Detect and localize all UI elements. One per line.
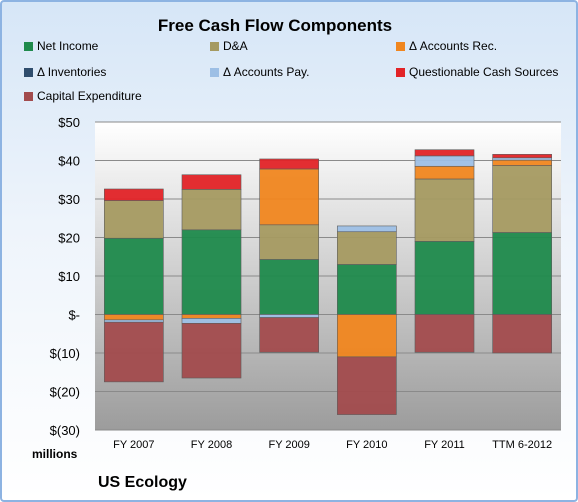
bar-segment xyxy=(104,237,164,315)
bar-segment xyxy=(414,165,475,180)
y-tick-label: $- xyxy=(68,308,80,323)
x-tick-label: FY 2008 xyxy=(191,439,232,451)
bar-segment xyxy=(414,178,475,242)
x-tick-label: FY 2009 xyxy=(268,439,309,451)
y-tick-label: $(30) xyxy=(50,423,80,438)
bar-segment xyxy=(104,200,164,239)
bar-segment xyxy=(492,314,552,354)
legend-swatch xyxy=(24,68,33,77)
bar-segment xyxy=(492,157,552,161)
y-tick-label: $30 xyxy=(58,192,80,207)
bar-segment xyxy=(181,314,242,319)
bar-segment xyxy=(181,318,242,324)
legend-item-accounts-pay: Δ Accounts Pay. xyxy=(210,65,310,79)
bar-segment xyxy=(337,314,397,358)
legend-swatch xyxy=(24,42,33,51)
x-tick-label: FY 2007 xyxy=(113,439,154,451)
bar-segment xyxy=(492,165,552,233)
bar-segment xyxy=(181,323,242,379)
bar-segment xyxy=(259,317,319,353)
legend-swatch xyxy=(396,42,405,51)
y-tick-label: $(20) xyxy=(50,385,80,400)
bar-segment xyxy=(104,314,164,321)
bar-segment xyxy=(104,319,164,323)
bar-segment xyxy=(337,231,397,265)
bar-segment xyxy=(414,149,475,157)
gridlines xyxy=(95,121,561,431)
legend-swatch xyxy=(210,68,219,77)
bar-segment xyxy=(259,224,319,260)
chart-title: Free Cash Flow Components xyxy=(157,16,393,35)
legend-item-questionable-cash: Questionable Cash Sources xyxy=(396,65,558,79)
bar-segment xyxy=(181,189,242,231)
legend-label: Net Income xyxy=(37,39,99,53)
legend-swatch xyxy=(24,92,33,101)
company-name: US Ecology xyxy=(98,474,187,491)
chart-legend: Net Income D&A Δ Accounts Rec. Δ Invento… xyxy=(24,39,574,109)
legend-label: D&A xyxy=(223,39,248,53)
legend-label: Δ Accounts Rec. xyxy=(409,39,498,53)
bar-segment xyxy=(414,241,475,315)
y-tick-label: $50 xyxy=(58,115,80,130)
y-tick-label: $40 xyxy=(58,154,80,169)
x-axis: FY 2007 FY 2008 FY 2009 FY 2010 FY 2011 TTM 6… xyxy=(113,439,552,451)
legend-item-capex: Capital Expenditure xyxy=(24,89,142,103)
bar-segment xyxy=(414,314,475,353)
x-tick-label: FY 2010 xyxy=(346,439,387,451)
bar-segment xyxy=(492,232,552,315)
y-tick-label: $(10) xyxy=(50,346,80,361)
legend-swatch xyxy=(396,68,405,77)
legend-label: Questionable Cash Sources xyxy=(409,65,559,79)
bar-segment xyxy=(492,154,552,159)
units-label: millions xyxy=(32,447,78,461)
legend-item-inventories: Δ Inventories xyxy=(24,65,106,79)
bar-segment xyxy=(337,264,397,315)
bars xyxy=(104,149,552,415)
bar-segment xyxy=(259,168,319,226)
bar-segment xyxy=(492,159,552,166)
legend-label: Δ Accounts Pay. xyxy=(223,65,310,79)
legend-item-accounts-rec: Δ Accounts Rec. xyxy=(396,39,497,53)
bar-segment xyxy=(337,356,397,415)
legend-swatch xyxy=(210,42,219,51)
bar-segment xyxy=(259,314,319,318)
bar-segment xyxy=(259,158,319,170)
y-axis: $50 $40 $30 $20 $10 $- $(10) $(20) $(30) xyxy=(50,115,80,438)
legend-item-da: D&A xyxy=(210,39,248,53)
bar-segment xyxy=(181,229,242,315)
legend-label: Capital Expenditure xyxy=(37,89,142,103)
y-tick-label: $20 xyxy=(58,231,80,246)
bar-segment xyxy=(414,155,475,167)
legend-item-net-income: Net Income xyxy=(24,39,98,53)
y-tick-label: $10 xyxy=(58,269,80,284)
x-tick-label: TTM 6-2012 xyxy=(492,439,552,451)
bar-segment xyxy=(181,174,242,190)
legend-label: Δ Inventories xyxy=(37,65,107,79)
bar-segment xyxy=(259,259,319,315)
bar-segment xyxy=(104,188,164,201)
bar-segment xyxy=(104,321,164,383)
bar-segment xyxy=(337,225,397,233)
x-tick-label: FY 2011 xyxy=(424,439,465,451)
